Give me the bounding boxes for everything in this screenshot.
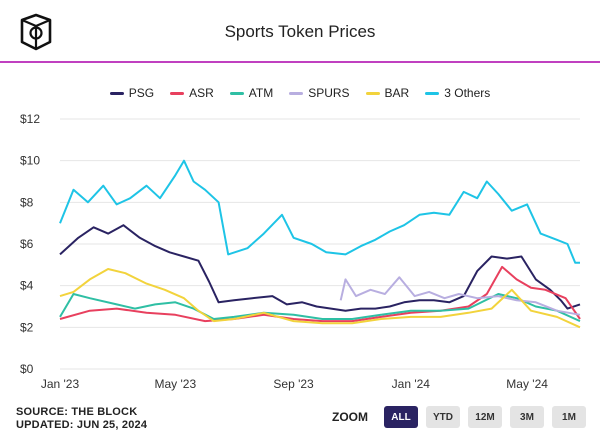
legend-swatch bbox=[365, 91, 380, 95]
legend-swatch bbox=[425, 91, 440, 95]
chart-footer: SOURCE: THE BLOCK UPDATED: JUN 25, 2024 bbox=[16, 406, 147, 432]
chart-legend: PSG ASR ATM SPURS BAR 3 Others bbox=[0, 86, 600, 100]
legend-swatch bbox=[289, 91, 304, 95]
legend-item-atm[interactable]: ATM bbox=[229, 86, 274, 100]
y-tick-label: $12 bbox=[20, 112, 40, 126]
legend-label: ATM bbox=[248, 86, 274, 100]
line-chart: $0 $2 $4 $6 $8 $10 $12 Jan '23 May '23 Sep '23 Jan… bbox=[20, 112, 581, 391]
legend-item-psg[interactable]: PSG bbox=[109, 86, 155, 100]
zoom-button-3m[interactable]: 3M bbox=[510, 406, 544, 428]
y-tick-label: $2 bbox=[20, 320, 34, 334]
y-tick-label: $10 bbox=[20, 154, 40, 168]
chart-title: Sports Token Prices bbox=[224, 22, 376, 41]
series-line-bar bbox=[59, 268, 581, 329]
series-line-3-others bbox=[59, 159, 580, 264]
zoom-button-1m[interactable]: 1M bbox=[552, 406, 586, 428]
series-line-psg bbox=[59, 224, 581, 312]
legend-swatch bbox=[229, 91, 244, 95]
zoom-controls: ZOOM ALL YTD 12M 3M 1M bbox=[332, 406, 586, 428]
legend-label: SPURS bbox=[308, 86, 350, 100]
legend-label: BAR bbox=[384, 86, 410, 100]
legend-item-3-others[interactable]: 3 Others bbox=[425, 86, 490, 100]
series-line-asr bbox=[59, 265, 581, 323]
y-tick-label: $4 bbox=[20, 279, 34, 293]
y-tick-label: $0 bbox=[20, 362, 34, 376]
zoom-button-all[interactable]: ALL bbox=[384, 406, 418, 428]
legend-item-bar[interactable]: BAR bbox=[365, 86, 410, 100]
x-tick-label: Jan '24 bbox=[392, 377, 431, 391]
x-tick-label: May '23 bbox=[155, 377, 197, 391]
source-text: SOURCE: THE BLOCK bbox=[16, 406, 138, 418]
legend-label: PSG bbox=[128, 86, 155, 100]
x-tick-label: Jan '23 bbox=[41, 377, 80, 391]
series-line-spurs bbox=[339, 276, 581, 316]
legend-label: 3 Others bbox=[444, 86, 491, 100]
legend-swatch bbox=[170, 91, 185, 95]
legend-item-asr[interactable]: ASR bbox=[170, 86, 214, 100]
legend-label: ASR bbox=[189, 86, 214, 100]
zoom-button-12m[interactable]: 12M bbox=[468, 406, 502, 428]
legend-item-spurs[interactable]: SPURS bbox=[289, 86, 350, 100]
updated-text: UPDATED: JUN 25, 2024 bbox=[16, 419, 148, 431]
x-tick-label: Sep '23 bbox=[273, 377, 314, 391]
legend-swatch bbox=[109, 91, 124, 95]
zoom-button-ytd[interactable]: YTD bbox=[426, 406, 460, 428]
header-divider bbox=[0, 61, 600, 63]
y-tick-label: $6 bbox=[20, 237, 34, 251]
the-block-logo-icon bbox=[20, 13, 52, 51]
x-tick-label: May '24 bbox=[506, 377, 548, 391]
y-tick-label: $8 bbox=[20, 195, 34, 209]
zoom-label: ZOOM bbox=[332, 410, 368, 424]
